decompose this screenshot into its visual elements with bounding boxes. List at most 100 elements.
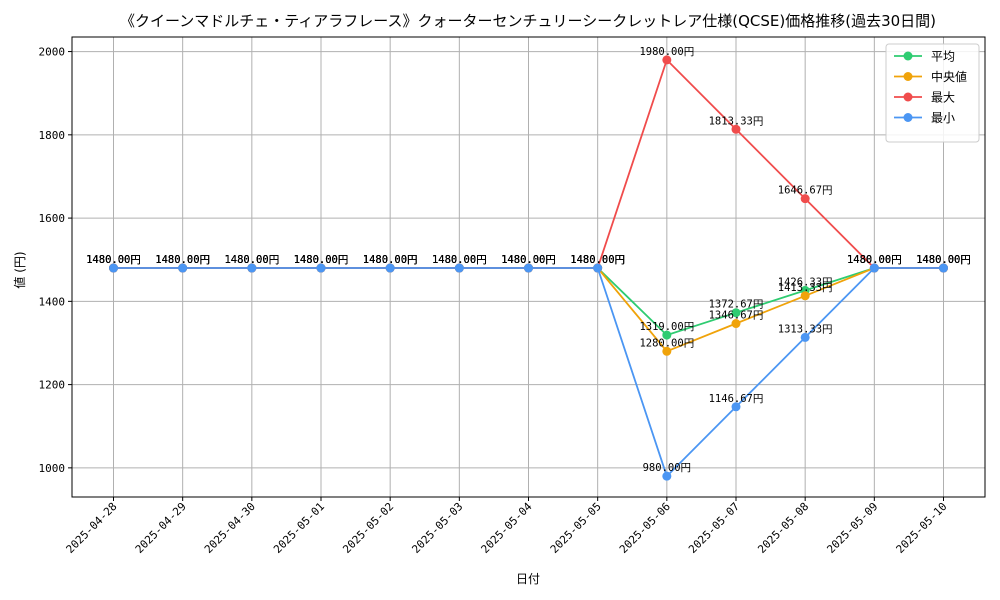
y-tick-label: 1200 [39, 379, 66, 392]
data-point [109, 263, 118, 273]
legend-swatch-marker [903, 51, 913, 61]
data-point [662, 55, 672, 65]
data-label: 1346.67円 [709, 310, 764, 322]
data-label: 1480.00円 [363, 254, 418, 266]
data-label: 1480.00円 [570, 254, 625, 266]
data-point [385, 263, 395, 273]
data-label: 1480.00円 [847, 254, 902, 266]
data-label: 1480.00円 [916, 254, 971, 266]
data-label: 1480.00円 [294, 254, 349, 266]
y-tick-label: 1600 [39, 212, 66, 225]
data-label: 1480.00円 [224, 254, 279, 266]
data-label: 1480.00円 [847, 254, 902, 266]
data-label: 1480.00円 [916, 254, 971, 266]
data-label: 1480.00円 [501, 254, 556, 266]
data-label: 1480.00円 [224, 254, 279, 266]
x-tick-label: 2025-05-01 [271, 500, 327, 556]
x-tick-label: 2025-05-05 [548, 500, 604, 556]
data-label: 1480.00円 [501, 254, 556, 266]
data-point [869, 263, 879, 273]
data-label: 1480.00円 [916, 254, 971, 266]
y-tick-label: 1000 [39, 462, 66, 475]
data-point [731, 402, 741, 412]
data-label: 1480.00円 [570, 254, 625, 266]
data-point [800, 194, 810, 204]
data-label: 1480.00円 [294, 254, 349, 266]
data-point [662, 330, 672, 340]
x-tick-label: 2025-05-04 [479, 500, 535, 556]
data-point [731, 308, 741, 318]
data-label: 1313.33円 [778, 323, 833, 335]
x-tick-label: 2025-05-02 [340, 500, 396, 556]
legend-entry-label: 平均 [931, 50, 955, 64]
data-label: 1480.00円 [155, 254, 210, 266]
data-label: 1480.00円 [155, 254, 210, 266]
legend-swatch-marker [903, 92, 913, 102]
data-label: 1480.00円 [363, 254, 418, 266]
data-point [731, 319, 741, 329]
data-label: 1480.00円 [224, 254, 279, 266]
data-label: 1980.00円 [639, 46, 694, 58]
data-label: 1280.00円 [639, 337, 694, 349]
data-label: 1480.00円 [847, 254, 902, 266]
x-tick-label: 2025-05-09 [824, 500, 880, 556]
chart-title: 《クイーンマドルチェ・ティアラフレース》クォーターセンチュリーシークレットレア仕… [120, 12, 936, 30]
data-point [593, 263, 603, 273]
data-label: 1480.00円 [86, 254, 141, 266]
x-tick-label: 2025-05-10 [894, 500, 950, 556]
x-tick-label: 2025-04-29 [133, 500, 189, 556]
y-tick-label: 2000 [39, 46, 66, 59]
data-point [800, 332, 810, 342]
data-point [316, 263, 326, 273]
data-point [247, 263, 257, 273]
x-tick-label: 2025-04-28 [64, 500, 120, 556]
y-axis-label: 値 (円) [12, 251, 27, 288]
legend-entry-label: 最小 [931, 111, 955, 125]
data-label: 1480.00円 [570, 254, 625, 266]
data-point [800, 291, 810, 301]
x-tick-label: 2025-05-08 [755, 500, 811, 556]
data-label: 1480.00円 [501, 254, 556, 266]
data-label: 1480.00円 [432, 254, 487, 266]
x-tick-label: 2025-04-30 [202, 500, 258, 556]
data-labels-layer: 1480.00円 1480.00円 1480.00円 1480.00円 1480.00円… [86, 46, 971, 474]
data-label: 1319.00円 [639, 321, 694, 333]
data-label: 1480.00円 [224, 254, 279, 266]
data-label: 1146.67円 [709, 393, 764, 405]
data-label: 1413.33円 [778, 282, 833, 294]
data-label: 1813.33円 [709, 115, 764, 127]
data-label: 1480.00円 [294, 254, 349, 266]
data-label: 1480.00円 [570, 254, 625, 266]
y-tick-label: 1800 [39, 129, 66, 142]
x-tick-label: 2025-05-07 [686, 500, 742, 556]
data-label: 1480.00円 [155, 254, 210, 266]
data-label: 1480.00円 [86, 254, 141, 266]
x-tick-label: 2025-05-03 [409, 500, 465, 556]
data-point [662, 346, 672, 356]
data-label: 980.00円 [643, 462, 691, 474]
data-label: 1480.00円 [432, 254, 487, 266]
data-point [731, 124, 741, 134]
data-label: 1480.00円 [363, 254, 418, 266]
data-point [178, 263, 188, 273]
data-label: 1480.00円 [501, 254, 556, 266]
data-label: 1480.00円 [155, 254, 210, 266]
data-label: 1480.00円 [432, 254, 487, 266]
x-axis-label: 日付 [516, 572, 540, 586]
data-label: 1372.67円 [709, 299, 764, 311]
data-label: 1480.00円 [86, 254, 141, 266]
data-label: 1646.67円 [778, 185, 833, 197]
legend-swatch-marker [903, 72, 913, 81]
legend-entry-label: 中央値 [931, 69, 967, 84]
data-label: 1480.00円 [916, 254, 971, 266]
data-point [939, 263, 948, 273]
legend-entry-label: 最大 [931, 91, 955, 105]
series-layer [109, 55, 948, 481]
data-label: 1480.00円 [847, 254, 902, 266]
data-label: 1426.33円 [778, 276, 833, 288]
data-point [454, 263, 464, 273]
data-label: 1480.00円 [86, 254, 141, 266]
